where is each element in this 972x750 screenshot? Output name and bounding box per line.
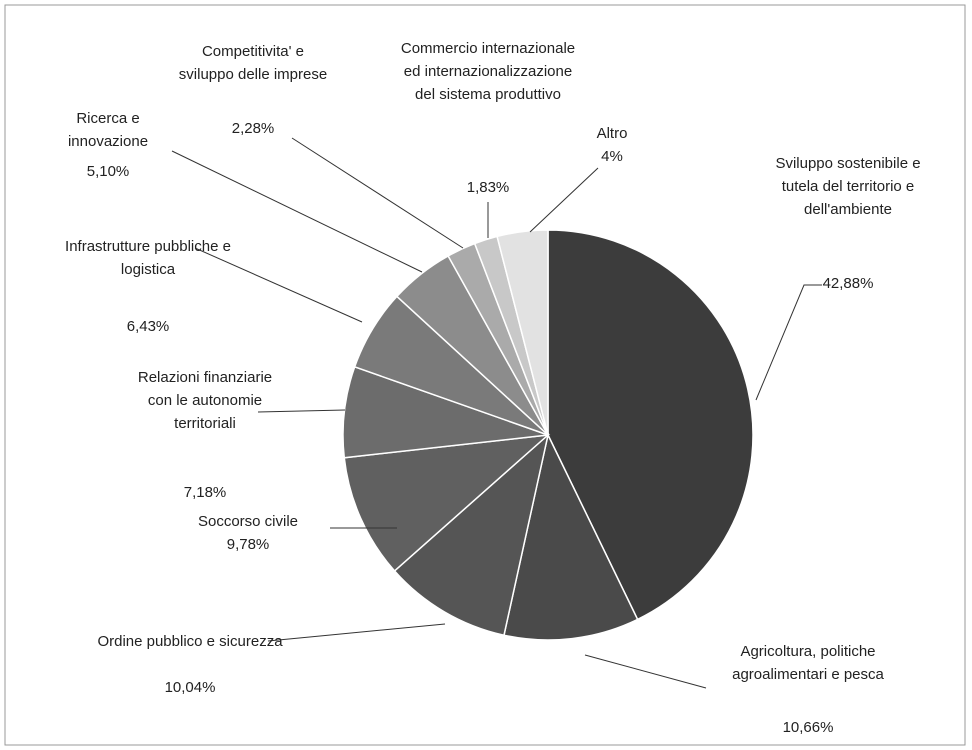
slice-value-label: 10,66%	[782, 719, 834, 736]
pie-slice	[393, 432, 550, 637]
pie-slice	[343, 433, 551, 572]
slice-label: Ricerca e innovazione	[67, 110, 149, 150]
leader-line	[584, 654, 707, 689]
frame	[4, 4, 966, 746]
pie-slice	[496, 229, 549, 436]
leader-line	[171, 150, 423, 273]
slice-value-label: 2,28%	[231, 120, 275, 137]
slice-value-label: 7,18%	[183, 484, 227, 501]
slice-value-label: 9,78%	[226, 536, 270, 553]
slice-label: Commercio internazionale ed internaziona…	[400, 40, 576, 103]
leader-line	[194, 247, 363, 323]
leader-line	[291, 137, 464, 249]
slice-label: Infrastrutture pubbliche e logistica	[65, 238, 231, 278]
slice-value-label: 6,43%	[126, 318, 170, 335]
leader-line	[529, 167, 599, 233]
leader-line	[257, 409, 346, 413]
pie-slice	[547, 229, 754, 621]
slice-value-label: 42,88%	[822, 275, 874, 292]
slice-value-label: 4%	[601, 148, 623, 165]
slice-value-label: 5,10%	[86, 163, 130, 180]
slice-label: Ordine pubblico e sicurezza	[97, 633, 283, 650]
slice-label: Sviluppo sostenibile e tutela del territ…	[775, 155, 921, 218]
slice-label: Agricoltura, politiche agroalimentari e …	[732, 643, 884, 683]
slice-label: Altro	[596, 125, 628, 142]
slice-label: Relazioni finanziarie con le autonomie t…	[137, 369, 273, 432]
leader-line	[755, 284, 822, 401]
slice-label: Competitivita' e sviluppo delle imprese	[178, 43, 328, 83]
slice-label: Soccorso civile	[197, 513, 299, 530]
slice-value-label: 1,83%	[466, 179, 510, 196]
slice-value-label: 10,04%	[164, 679, 216, 696]
leader-line	[267, 623, 446, 642]
